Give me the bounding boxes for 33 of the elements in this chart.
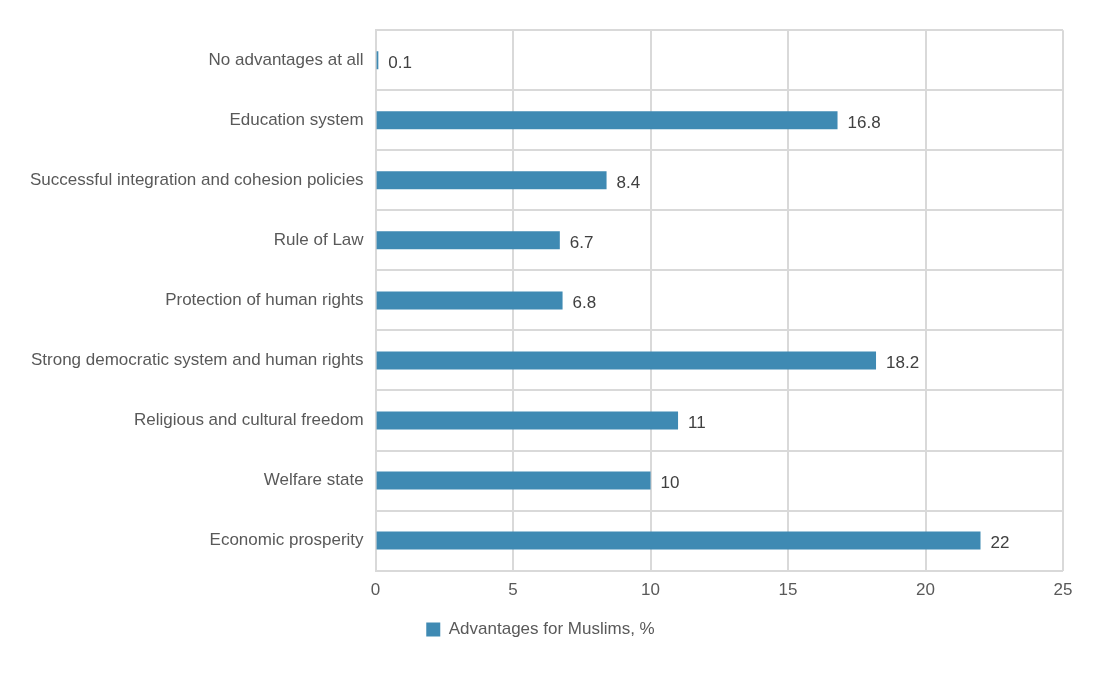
data-label: 0.1 [388,52,412,72]
y-tick-label: Religious and cultural freedom [133,410,364,430]
bar [376,291,563,310]
y-tick-label: Strong democratic system and human rights [30,350,364,370]
data-label: 6.7 [569,233,594,253]
x-tick-label: 5 [508,580,518,600]
data-label: 11 [688,413,706,433]
x-tick-label: 10 [641,580,661,600]
legend-label: Advantages for Muslims, % [448,619,655,639]
y-tick-label: Rule of Law [273,230,365,250]
data-label: 8.4 [616,173,641,192]
bar [376,171,607,190]
data-label: 16.8 [847,112,881,132]
y-tick-label: No advantages at all [208,49,364,69]
y-tick-label: Welfare state [263,470,364,490]
bar [376,231,560,250]
data-label: 10 [660,473,680,493]
y-tick-label: Successful integration and cohesion policies [30,170,364,189]
x-tick-label: 25 [1053,580,1073,600]
x-tick-label: 0 [370,580,381,600]
x-tick-label: 15 [778,580,798,600]
bar [376,351,877,370]
bar [376,531,981,550]
x-tick-label: 20 [916,580,935,600]
bar [376,111,838,130]
y-tick-label: Protection of human rights [165,290,364,310]
y-tick-label: Education system [229,109,364,129]
data-label: 6.8 [572,293,597,313]
bar [376,471,651,490]
data-label: 22 [990,533,1010,553]
y-tick-label: Economic prosperity [209,530,365,550]
bar [376,411,679,430]
data-label: 18.2 [886,353,920,373]
